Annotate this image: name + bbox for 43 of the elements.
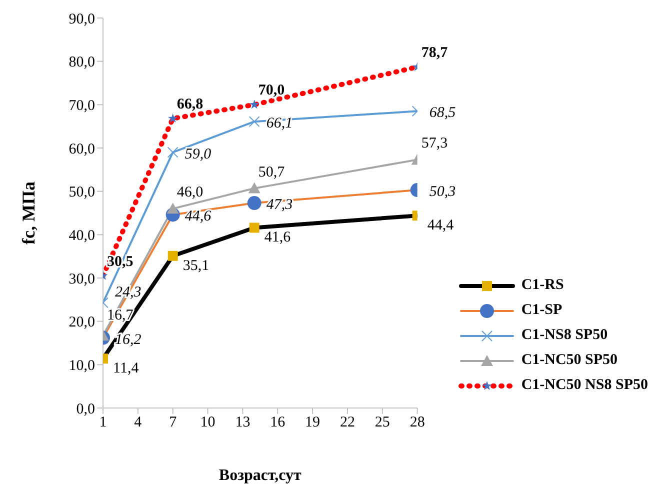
x-tick-label: 19 — [305, 414, 320, 431]
x-tick-label: 1 — [99, 414, 107, 431]
data-label: 59,0 — [184, 146, 212, 162]
data-label: 78,7 — [421, 44, 448, 61]
legend-label: C1-SP — [521, 302, 562, 319]
y-tick-label: 70,0 — [68, 98, 95, 114]
x-tick-label: 4 — [134, 414, 142, 431]
y-tick-label: 30,0 — [68, 271, 95, 288]
x-tick-label: 25 — [374, 414, 390, 431]
y-tick-label: 0,0 — [76, 401, 95, 418]
x-tick-label: 28 — [410, 414, 425, 431]
y-tick-label: 10,0 — [68, 358, 95, 374]
data-label: 47,3 — [266, 197, 293, 214]
data-label: 44,6 — [184, 208, 212, 225]
x-tick-label: 7 — [169, 414, 178, 431]
y-tick-label: 50,0 — [68, 184, 95, 201]
legend-label: C1-NC50 SP50 — [521, 352, 618, 369]
data-label: 66,8 — [176, 96, 204, 113]
y-tick-label: 80,0 — [68, 54, 95, 71]
x-axis-title: Возраст,сут — [218, 467, 302, 484]
data-label: 70,0 — [258, 82, 285, 99]
legend-label: C1-NS8 SP50 — [521, 327, 608, 344]
x-tick-label: 16 — [270, 414, 286, 431]
y-tick-label: 40,0 — [68, 228, 95, 244]
x-tick-label: 13 — [235, 414, 250, 431]
x-tick-label: 10 — [200, 414, 216, 431]
data-label: 41,6 — [264, 230, 292, 246]
y-axis-title: fc, МПа — [18, 182, 38, 244]
data-label: 35,1 — [182, 258, 210, 274]
legend-label: C1-NC50 NS8 SP50 — [521, 377, 648, 394]
data-label: 11,4 — [113, 360, 140, 377]
data-label: 68,5 — [429, 105, 456, 122]
data-label: 44,4 — [427, 218, 454, 234]
y-tick-label: 60,0 — [68, 141, 95, 158]
y-tick-label: 20,0 — [68, 314, 95, 331]
data-label: 57,3 — [421, 136, 448, 152]
x-tick-label: 22 — [340, 414, 355, 431]
data-label: 66,1 — [266, 116, 293, 132]
data-label: 50,7 — [258, 164, 286, 180]
y-tick-label: 90,0 — [68, 11, 95, 28]
data-label: 50,3 — [429, 184, 456, 200]
data-label: 46,0 — [176, 184, 204, 201]
legend-label: C1-RS — [521, 277, 564, 294]
